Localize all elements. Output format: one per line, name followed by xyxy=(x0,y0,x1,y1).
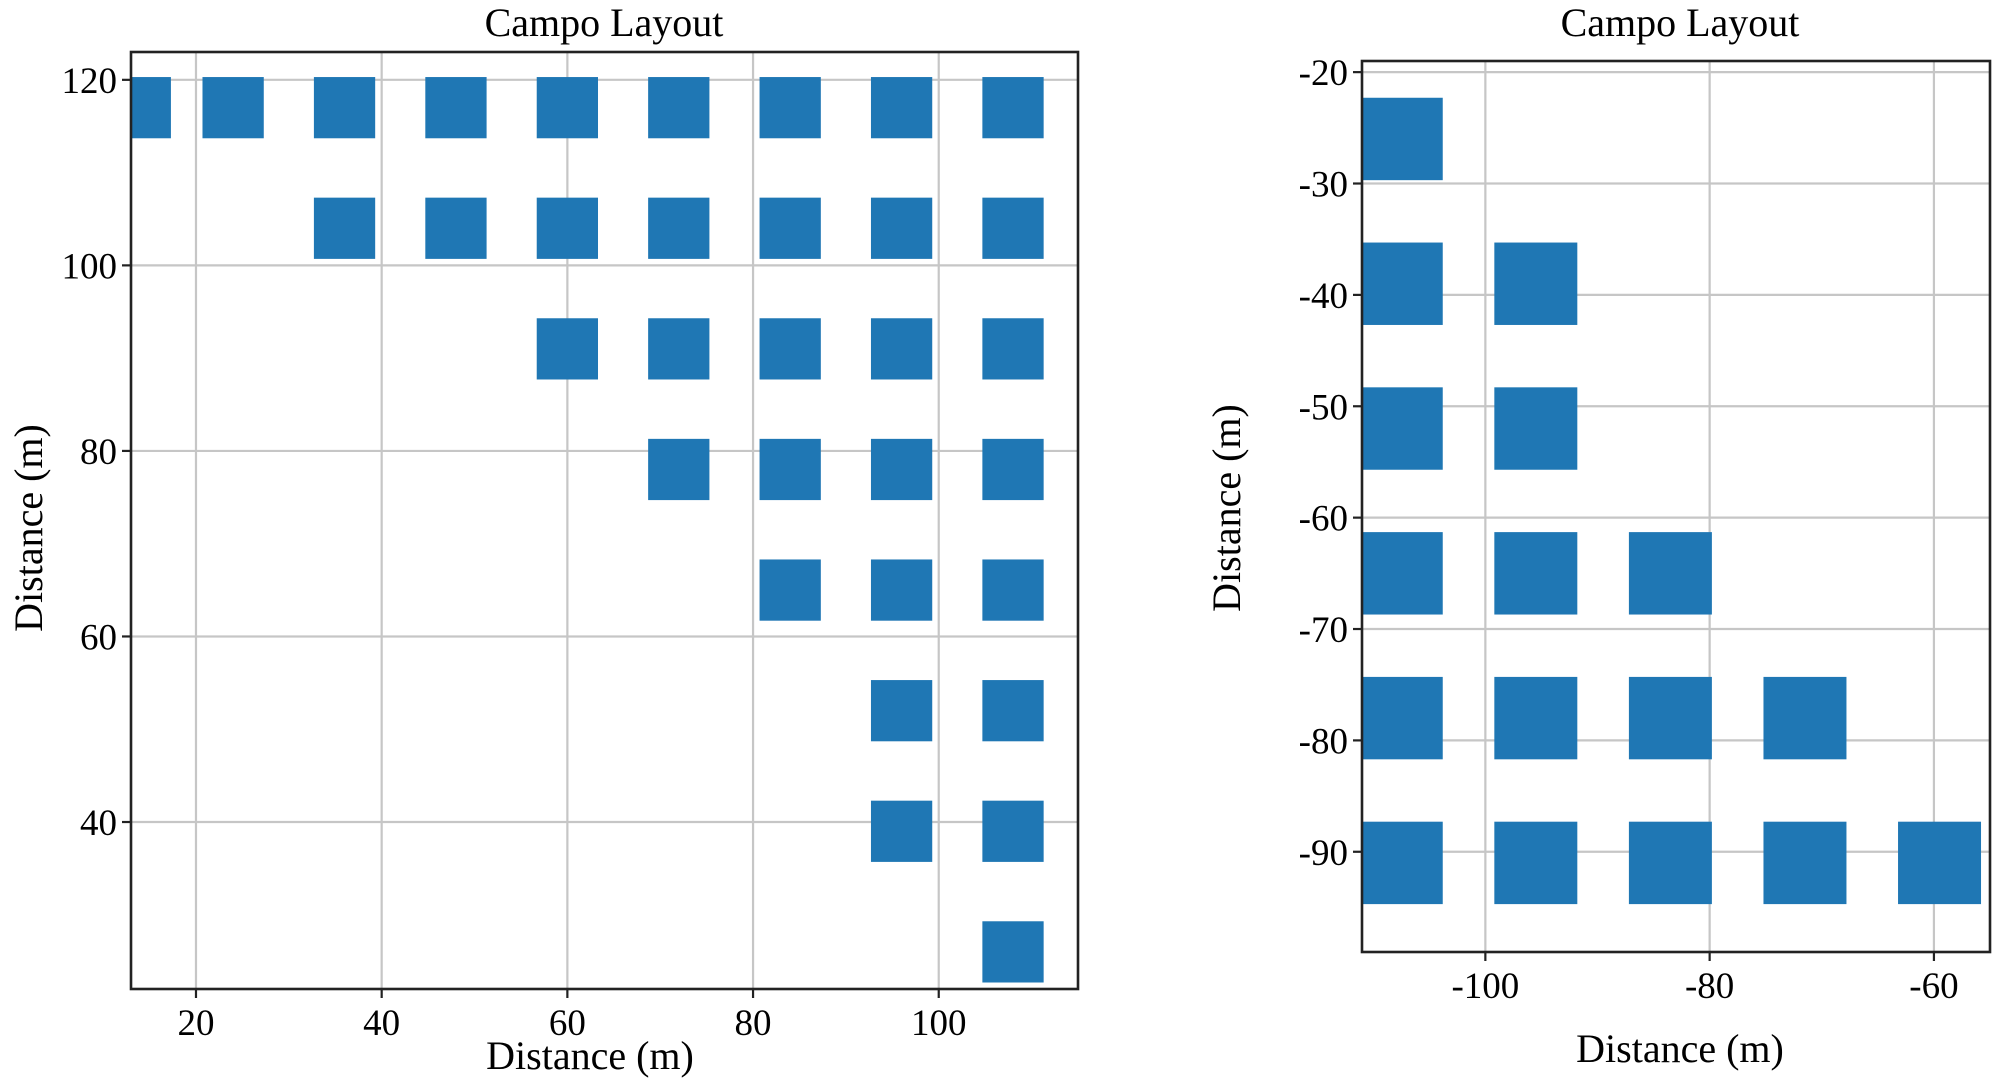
right-y-tick-label-7: -90 xyxy=(1299,833,1348,874)
left-marker-32 xyxy=(982,921,1044,983)
left-marker-1 xyxy=(202,77,264,139)
left-marker-31 xyxy=(982,800,1044,862)
left-marker-4 xyxy=(536,77,599,139)
right-y-tick-label-0: -20 xyxy=(1299,53,1348,94)
right-marker-7 xyxy=(1628,532,1712,615)
left-marker-23 xyxy=(870,438,933,501)
right-marker-8 xyxy=(1362,676,1443,760)
left-marker-13 xyxy=(759,197,821,259)
left-markers xyxy=(131,77,1044,983)
right-grid xyxy=(1362,61,1990,952)
left-marker-11 xyxy=(536,197,599,259)
left-marker-21 xyxy=(648,438,710,501)
left-y-tick-label-4: 120 xyxy=(62,61,118,102)
left-chart: Campo Layout 20 40 60 80 100 40 60 80 100 120 Dis… xyxy=(6,0,1080,1078)
right-marker-10 xyxy=(1628,676,1712,760)
left-marker-20 xyxy=(982,318,1044,380)
right-x-tick-label-2: -60 xyxy=(1909,966,1958,1007)
right-y-tick-label-3: -50 xyxy=(1299,387,1348,428)
left-x-tick-label-3: 80 xyxy=(735,1003,772,1044)
right-chart: Campo Layout -100 -80 -60 -20 -30 -40 -50 -60 -7… xyxy=(1204,0,1992,1071)
left-marker-2 xyxy=(313,77,376,139)
right-markers xyxy=(1362,97,1982,905)
right-marker-16 xyxy=(1898,821,1982,905)
right-marker-4 xyxy=(1494,387,1578,470)
left-marker-16 xyxy=(536,318,599,380)
right-marker-6 xyxy=(1494,532,1578,615)
right-y-tick-label-5: -70 xyxy=(1299,610,1348,651)
left-marker-12 xyxy=(648,197,710,259)
right-x-tick-label-0: -100 xyxy=(1451,966,1519,1007)
left-y-tick-label-3: 100 xyxy=(62,246,118,287)
right-marker-3 xyxy=(1362,387,1443,470)
right-marker-14 xyxy=(1628,821,1712,905)
left-x-tick-label-2: 60 xyxy=(549,1003,586,1044)
left-marker-27 xyxy=(982,559,1044,621)
right-y-tick-label-4: -60 xyxy=(1299,499,1348,540)
left-marker-17 xyxy=(648,318,710,380)
right-chart-title: Campo Layout xyxy=(1561,0,1800,45)
left-marker-14 xyxy=(870,197,933,259)
left-marker-6 xyxy=(759,77,821,139)
left-marker-3 xyxy=(425,77,487,139)
left-marker-26 xyxy=(870,559,933,621)
left-y-axis-label: Distance (m) xyxy=(6,424,51,632)
left-marker-28 xyxy=(870,680,933,742)
left-marker-7 xyxy=(870,77,933,139)
left-marker-29 xyxy=(982,680,1044,742)
left-y-tick-label-1: 60 xyxy=(80,617,117,658)
right-x-axis-label: Distance (m) xyxy=(1576,1026,1784,1071)
left-chart-title: Campo Layout xyxy=(485,0,724,45)
left-marker-15 xyxy=(982,197,1044,259)
left-marker-18 xyxy=(759,318,821,380)
right-marker-5 xyxy=(1362,532,1443,615)
left-y-tick-label-2: 80 xyxy=(80,432,117,473)
left-marker-10 xyxy=(425,197,487,259)
right-marker-11 xyxy=(1763,676,1847,760)
left-grid xyxy=(131,52,1078,989)
left-x-tick-label-4: 100 xyxy=(911,1003,967,1044)
left-marker-9 xyxy=(313,197,376,259)
right-x-tick-label-1: -80 xyxy=(1685,966,1734,1007)
right-y-tick-label-1: -30 xyxy=(1299,165,1348,206)
left-x-tick-label-0: 20 xyxy=(177,1003,214,1044)
right-y-axis-label: Distance (m) xyxy=(1204,404,1249,612)
right-marker-15 xyxy=(1763,821,1847,905)
left-y-tick-label-0: 40 xyxy=(80,803,117,844)
left-x-tick-label-1: 40 xyxy=(363,1003,400,1044)
left-x-axis-label: Distance (m) xyxy=(486,1033,694,1078)
right-marker-1 xyxy=(1362,242,1443,325)
left-marker-22 xyxy=(759,438,821,501)
right-marker-0 xyxy=(1362,97,1443,181)
right-ticks: -100 -80 -60 -20 -30 -40 -50 -60 -70 -80 -90 xyxy=(1299,53,1959,1007)
right-marker-13 xyxy=(1494,821,1578,905)
right-plot-frame xyxy=(1360,59,1992,954)
right-y-tick-label-2: -40 xyxy=(1299,276,1348,317)
right-marker-9 xyxy=(1494,676,1578,760)
left-marker-30 xyxy=(870,800,933,862)
left-marker-24 xyxy=(982,438,1044,501)
left-marker-0 xyxy=(131,77,171,139)
right-marker-2 xyxy=(1494,242,1578,325)
left-ticks: 20 40 60 80 100 40 60 80 100 120 xyxy=(62,61,967,1044)
left-plot-frame xyxy=(129,50,1080,991)
right-y-tick-label-6: -80 xyxy=(1299,721,1348,762)
right-marker-12 xyxy=(1362,821,1443,905)
left-marker-19 xyxy=(870,318,933,380)
left-marker-8 xyxy=(982,77,1044,139)
left-marker-5 xyxy=(648,77,710,139)
left-marker-25 xyxy=(759,559,821,621)
